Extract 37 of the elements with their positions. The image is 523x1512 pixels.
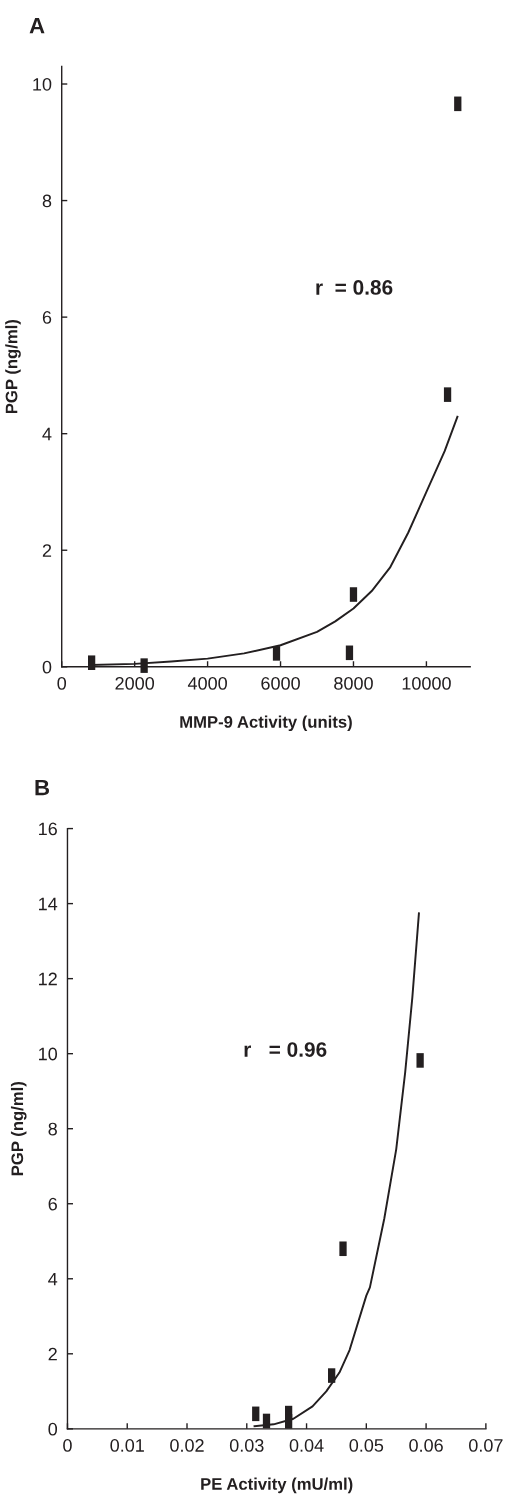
x-axis-title: PE Activity (mU/ml) <box>201 1477 353 1494</box>
annotation: r = 0.86 <box>316 280 393 295</box>
x-tick-label: 0.07 <box>469 1439 503 1452</box>
y-tick-label: 0 <box>42 660 52 674</box>
x-tick-label: 0.04 <box>289 1439 324 1452</box>
y-tick-label: 2 <box>48 1347 57 1361</box>
x-tick-label: 4000 <box>187 676 227 690</box>
y-axis-title: PGP (ng/ml) <box>5 319 21 414</box>
y-tick-label: 12 <box>39 972 57 986</box>
x-tick-label: 2000 <box>115 676 155 690</box>
y-tick-label: 10 <box>39 1047 58 1061</box>
y-tick-label: 4 <box>42 427 52 441</box>
x-tick-label: 0.06 <box>409 1439 443 1452</box>
chart-title: A <box>29 17 45 34</box>
y-tick-label: 2 <box>42 544 52 557</box>
y-tick-label: 16 <box>39 822 57 836</box>
y-tick-label: 14 <box>39 897 58 911</box>
chart-title: B <box>35 779 50 796</box>
x-tick-label: 0 <box>63 1439 72 1452</box>
x-tick-label: 10000 <box>402 676 451 690</box>
x-tick-label: 0.05 <box>349 1439 384 1452</box>
x-tick-label: 8000 <box>334 676 373 690</box>
x-tick-label: 0 <box>57 676 67 690</box>
y-tick-label: 0 <box>48 1422 58 1436</box>
x-tick-label: 0.01 <box>110 1439 144 1452</box>
y-axis-title: PGP (ng/ml) <box>10 1082 27 1176</box>
y-tick-label: 4 <box>48 1272 58 1286</box>
x-axis-title: MMP-9 Activity (units) <box>180 715 352 732</box>
annotation: r = 0.96 <box>244 1042 327 1057</box>
y-tick-label: 8 <box>42 194 52 208</box>
y-tick-label: 10 <box>33 77 52 91</box>
y-tick-label: 8 <box>48 1122 57 1136</box>
x-tick-label: 6000 <box>261 676 300 690</box>
y-tick-label: 6 <box>48 1197 57 1211</box>
x-tick-label: 0.02 <box>170 1439 204 1452</box>
y-tick-label: 6 <box>42 311 52 324</box>
x-tick-label: 0.03 <box>229 1439 264 1452</box>
